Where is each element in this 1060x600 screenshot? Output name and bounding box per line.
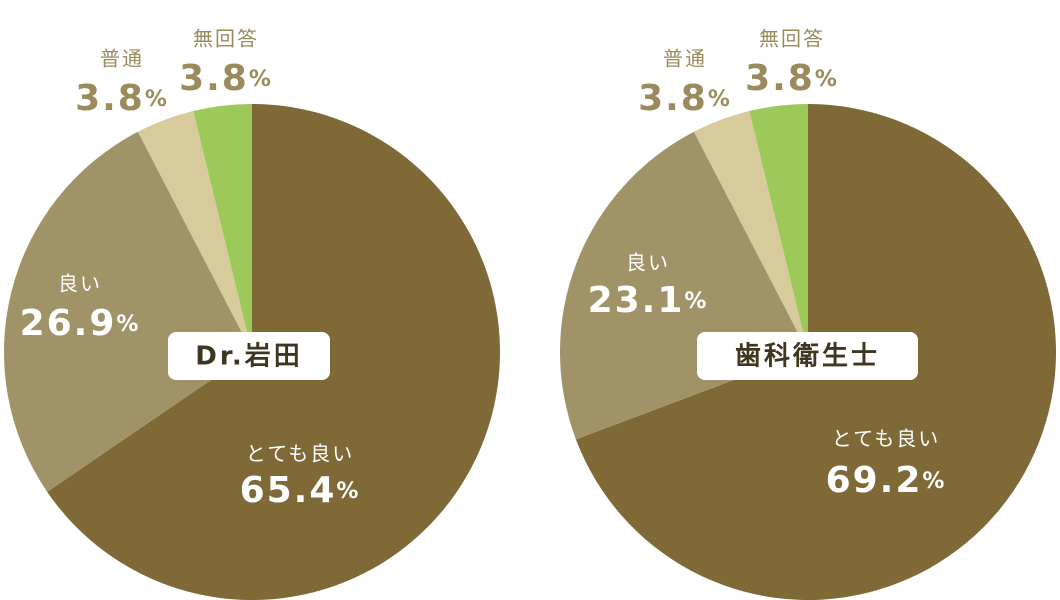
value-label: 3.8% (638, 78, 732, 119)
category-label: 普通 (100, 47, 144, 71)
value-label: 65.4% (240, 470, 361, 511)
value-label: 3.8% (179, 58, 273, 99)
value-number: 3.8 (179, 58, 249, 99)
pie-slice (749, 104, 808, 352)
value-number: 69.2 (826, 460, 923, 501)
value-unit: % (684, 289, 708, 314)
chart-title: Dr.岩田 (195, 342, 303, 372)
pie-slice (3, 131, 252, 492)
pie-slice (693, 111, 808, 353)
value-label: 26.9% (20, 303, 141, 344)
category-label: とても良い (832, 427, 940, 451)
value-unit: % (336, 479, 360, 504)
value-label: 3.8% (75, 78, 169, 119)
value-number: 26.9 (20, 303, 117, 344)
pie-slice (193, 104, 252, 352)
category-label: 無回答 (759, 27, 825, 51)
category-label: 普通 (663, 47, 707, 71)
value-number: 65.4 (240, 470, 337, 511)
value-label: 3.8% (745, 58, 839, 99)
value-label: 23.1% (588, 280, 709, 321)
value-number: 3.8 (745, 58, 815, 99)
value-unit: % (922, 469, 946, 494)
value-unit: % (708, 87, 732, 112)
title-box (168, 332, 330, 380)
category-label: 良い (626, 251, 670, 275)
value-unit: % (815, 67, 839, 92)
category-label: とても良い (246, 442, 354, 466)
category-label: 無回答 (193, 27, 259, 51)
pie-slice (137, 111, 252, 353)
value-label: 69.2% (826, 460, 947, 501)
value-unit: % (116, 312, 140, 337)
chart-title: 歯科衛生士 (735, 342, 880, 372)
title-box (697, 332, 918, 380)
value-number: 3.8 (638, 78, 708, 119)
value-number: 3.8 (75, 78, 145, 119)
value-unit: % (145, 87, 169, 112)
value-unit: % (249, 67, 273, 92)
category-label: 良い (58, 272, 102, 296)
value-number: 23.1 (588, 280, 685, 321)
